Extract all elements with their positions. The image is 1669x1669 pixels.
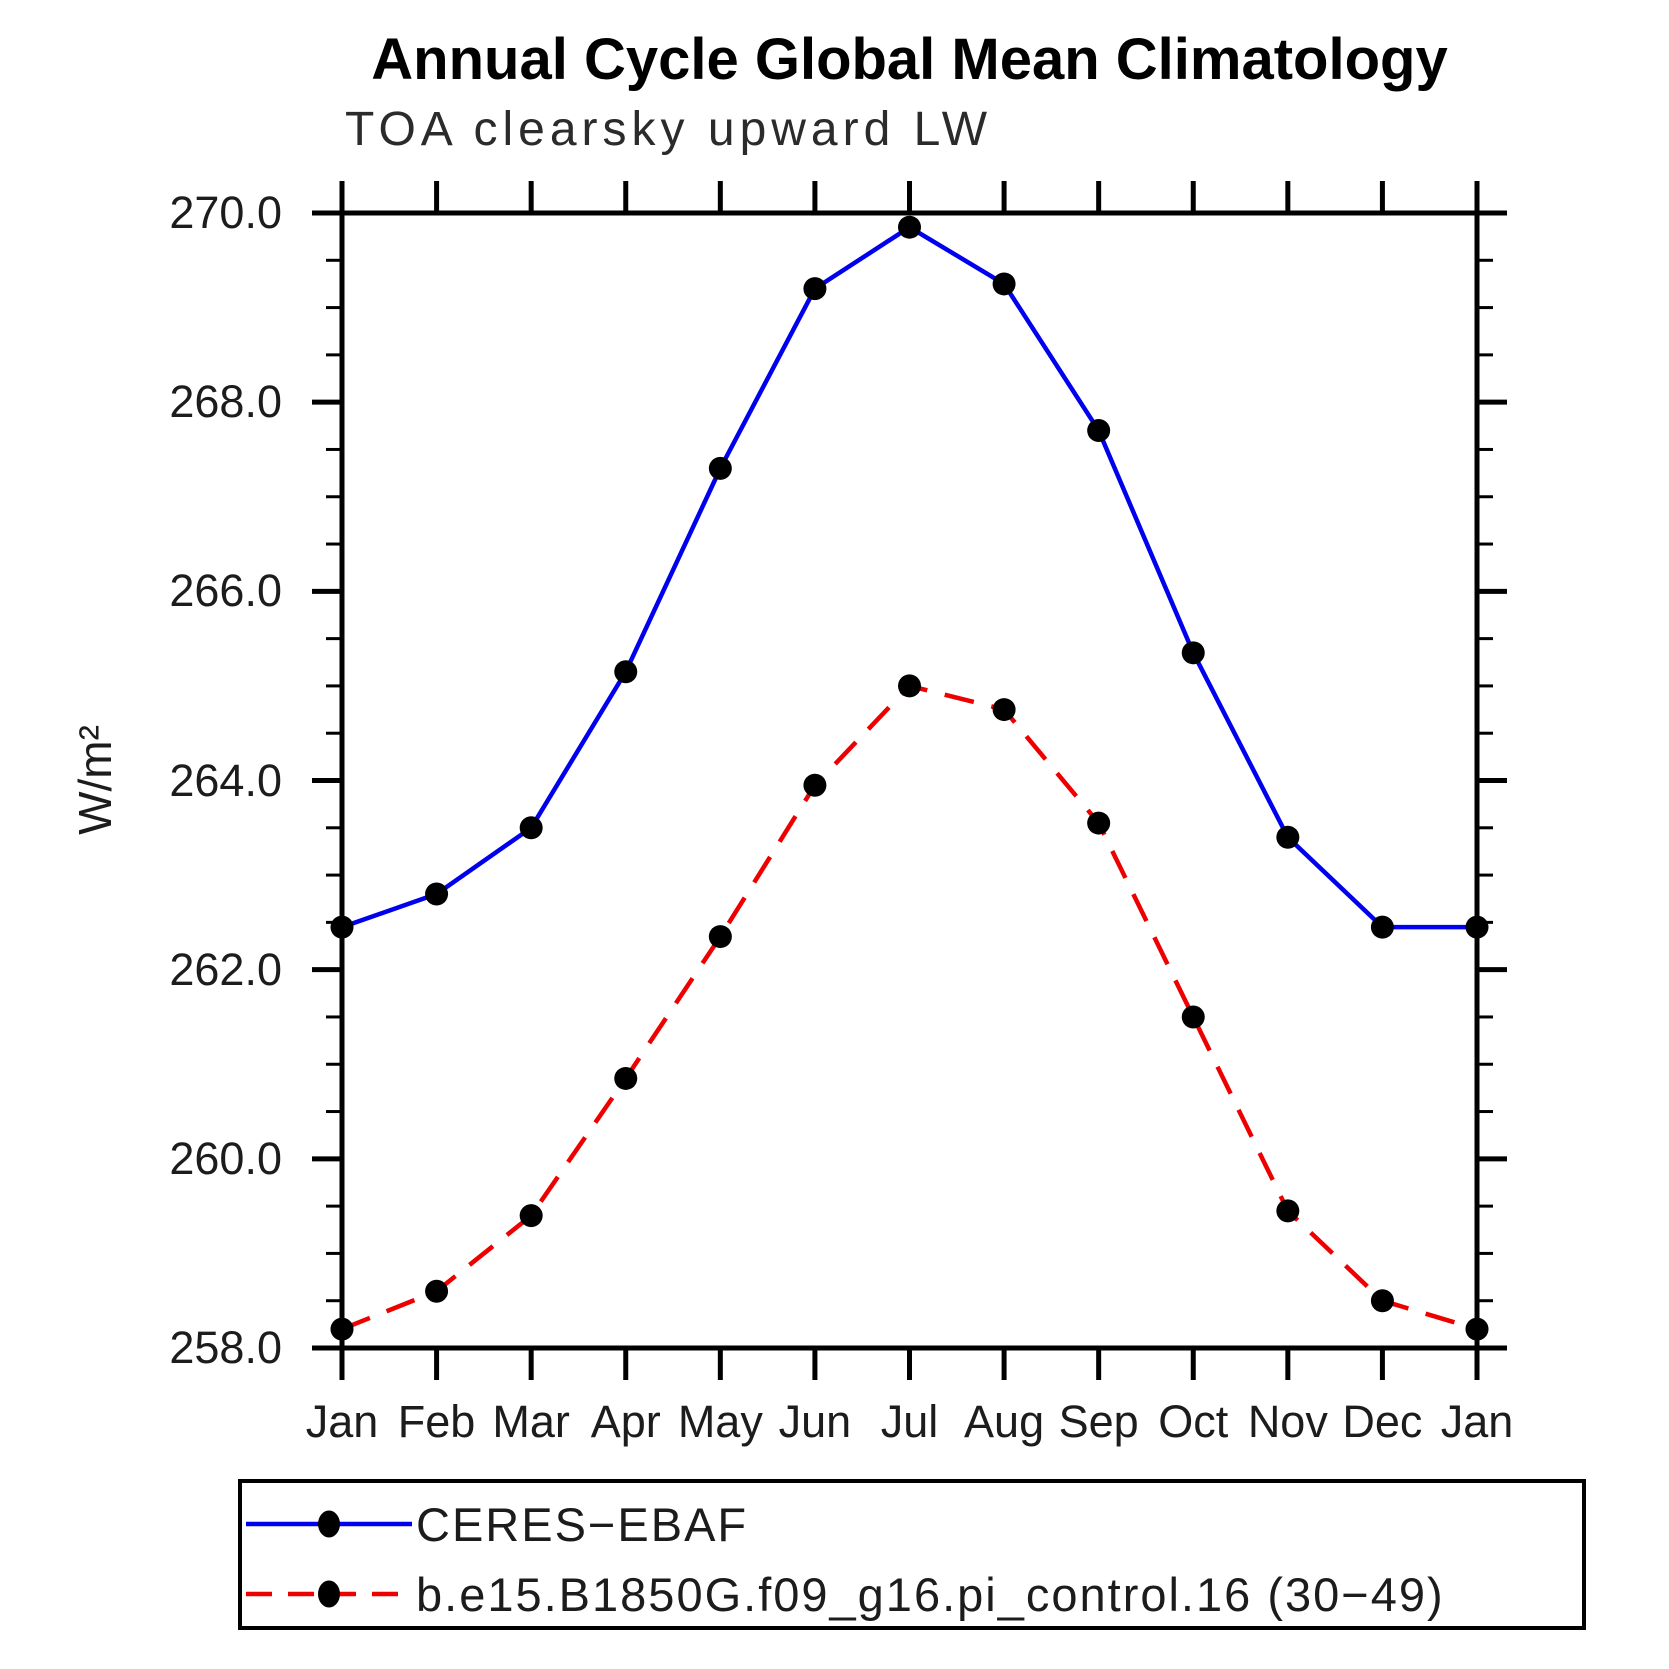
plot-frame bbox=[339, 210, 1480, 1351]
legend-marker-obs bbox=[318, 1510, 340, 1538]
y-axis-title: W/m² bbox=[69, 725, 121, 835]
data-point-marker-0 bbox=[1465, 915, 1489, 939]
data-point-marker-0 bbox=[1181, 641, 1205, 665]
data-point-marker-1 bbox=[1370, 1289, 1394, 1313]
series-line-1 bbox=[341, 683, 1478, 1332]
legend-entry-obs: CERES−EBAF bbox=[244, 1498, 748, 1551]
data-point-marker-1 bbox=[425, 1279, 449, 1303]
data-point-marker-0 bbox=[330, 915, 354, 939]
data-point-marker-1 bbox=[614, 1066, 638, 1090]
data-point-marker-1 bbox=[1276, 1199, 1300, 1223]
data-point-marker-0 bbox=[1370, 915, 1394, 939]
data-point-marker-0 bbox=[1276, 825, 1300, 849]
data-point-marker-0 bbox=[425, 882, 449, 906]
data-point-marker-1 bbox=[1087, 811, 1111, 835]
data-point-marker-1 bbox=[803, 773, 827, 797]
legend-entry-model: b.e15.B1850G.f09_g16.pi_control.16 (30−4… bbox=[244, 1568, 1445, 1621]
legend-line-sample-obs bbox=[246, 1510, 412, 1538]
legend-label-model: b.e15.B1850G.f09_g16.pi_control.16 (30−4… bbox=[416, 1567, 1445, 1621]
data-point-marker-0 bbox=[803, 277, 827, 301]
data-point-marker-1 bbox=[708, 925, 732, 949]
data-point-marker-1 bbox=[898, 674, 921, 698]
legend-box: CERES−EBAF b.e15.B1850G.f09_g16.pi_contr… bbox=[238, 1479, 1586, 1630]
data-point-marker-1 bbox=[992, 698, 1016, 722]
data-point-marker-1 bbox=[330, 1317, 354, 1341]
data-point-marker-1 bbox=[1181, 1005, 1205, 1029]
data-point-marker-1 bbox=[519, 1204, 543, 1228]
data-point-marker-1 bbox=[1465, 1317, 1489, 1341]
chart-subtitle: TOA clearsky upward LW bbox=[345, 103, 993, 156]
legend-label-obs: CERES−EBAF bbox=[416, 1497, 749, 1551]
chart-title: Annual Cycle Global Mean Climatology bbox=[371, 27, 1448, 92]
legend-marker-model bbox=[318, 1580, 340, 1608]
data-point-marker-0 bbox=[519, 816, 543, 840]
legend-line-sample-model bbox=[246, 1580, 412, 1608]
data-point-marker-0 bbox=[992, 272, 1016, 296]
series-line-0 bbox=[341, 224, 1477, 930]
data-point-marker-0 bbox=[614, 660, 638, 684]
data-point-marker-0 bbox=[898, 215, 921, 239]
data-point-marker-0 bbox=[708, 456, 732, 480]
data-point-marker-0 bbox=[1087, 419, 1111, 443]
